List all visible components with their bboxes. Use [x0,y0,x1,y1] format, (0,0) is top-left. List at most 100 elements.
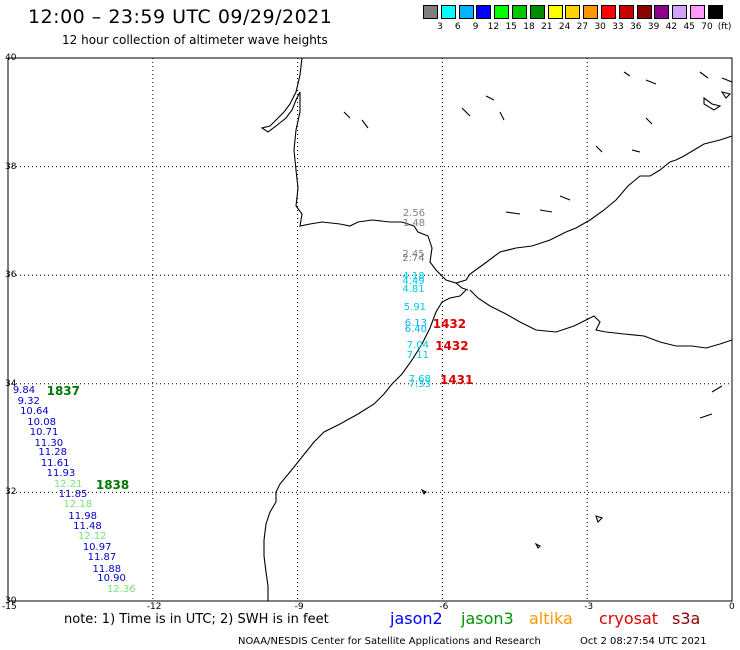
longitude-tick-label: -12 [146,602,162,612]
scale-label: 21 [541,22,553,32]
inland-border-1 [343,71,733,419]
scale-label: 12 [487,22,500,32]
island-small-1 [420,488,427,495]
pass-time-label: 1838 [95,477,130,492]
scale-swatch [636,5,652,19]
lake-small-1 [534,542,541,549]
scale-swatch [529,5,545,19]
scale-swatch [440,5,456,19]
wave-height-value: 11.30 [34,437,64,449]
wave-height-value: 6.13 [404,318,428,330]
scale-label: 33 [612,22,624,32]
wave-height-value: 10.08 [27,416,56,428]
chart-subtitle: 12 hour collection of altimeter wave hei… [62,33,328,47]
scale-swatch [547,5,563,19]
longitude-tick-label: -6 [439,602,449,612]
wave-height-value: 4.18 [402,271,425,283]
scale-label: 3 [437,22,443,32]
coastline [260,57,733,601]
wave-height-value: 11.98 [68,510,97,522]
wave-height-value: 12.18 [63,499,93,511]
wave-height-value: 9.84 [12,385,36,397]
chart-title: 12:00 – 23:59 UTC 09/29/2021 [28,6,333,28]
scale-swatch [690,5,705,19]
scale-label: 70 [701,22,713,32]
wave-height-value: 10.97 [82,541,112,553]
scale-label: 30 [594,22,606,32]
wave-height-value: 11.48 [73,520,102,532]
wave-height-value: 11.61 [40,457,70,469]
scale-swatch [654,5,670,19]
wave-height-value: 10.64 [20,406,49,418]
scale-label: 45 [683,22,695,32]
satellite-legend-jason3: jason3 [461,609,514,628]
scale-label: 18 [523,22,535,32]
strait-coast [455,282,469,291]
scale-swatch [707,5,723,19]
scale-label: 27 [576,22,589,32]
generation-timestamp: Oct 2 08:27:54 UTC 2021 [580,636,707,647]
credit-text: NOAA/NESDIS Center for Satellite Applica… [238,636,541,647]
latitude-tick-label: 34 [5,378,17,389]
wave-height-value: 2.56 [402,208,426,220]
lat-lon-gridlines [7,57,733,602]
satellite-legend-s3a: s3a [672,609,701,628]
wave-height-value: 12.36 [106,584,136,596]
scale-swatch [583,5,599,19]
scale-swatch [512,5,527,19]
satellite-legend-altika: altika [529,609,573,628]
longitude-tick-label: -3 [584,602,594,612]
latitude-tick-label: 30 [5,596,17,606]
wave-height-value: 11.93 [46,468,76,480]
wave-height-value: 9.32 [17,396,40,408]
wave-height-value: 10.71 [29,426,59,438]
footnote: note: 1) Time is in UTC; 2) SWH is in fe… [64,612,329,627]
satellite-legend-cryosat: cryosat [599,609,659,628]
wave-height-value: 1.48 [402,218,426,230]
wave-height-value: 11.88 [92,563,122,575]
scale-swatch [672,5,688,19]
wave-height-value: 11.28 [38,447,68,459]
africa-mediterranean-coast [469,289,733,349]
pass-time-label: 1837 [46,384,81,399]
longitude-tick-label: -9 [294,602,304,612]
scale-label: 36 [630,22,642,32]
wave-height-value: 7.33 [408,378,431,390]
latitude-tick-label: 40 [5,53,17,63]
wave-height-value: 11.85 [58,489,88,501]
wave-height-value: 11.87 [87,552,117,564]
scale-swatch [565,5,581,19]
alboran-island [595,515,604,524]
scale-swatch [423,5,438,19]
wave-height-value: 10.90 [97,573,126,585]
scale-label: 42 [665,22,678,32]
wave-height-value: 6.40 [404,323,428,335]
wave-height-value: 7.11 [406,350,429,362]
satellite-legend-jason2: jason2 [390,609,443,628]
latitude-tick-label: 38 [5,161,17,172]
scale-label: 9 [472,22,479,32]
africa-atlantic-coast [263,289,467,601]
scale-swatch [494,5,510,19]
wave-height-value: 12.12 [77,531,107,543]
map-frame [7,57,733,602]
latitude-tick-label: 32 [5,487,17,498]
wave-height-value: 5.91 [403,301,427,313]
wave-height-value: 2.74 [402,252,425,264]
wave-height-value: 4.49 [402,276,425,288]
scale-swatch [476,5,492,19]
pass-time-label: 1432 [435,339,469,354]
scale-label: 15 [505,22,517,32]
scale-label: 39 [647,22,660,32]
latitude-tick-label: 36 [5,270,17,281]
scale-unit: (ft) [717,22,732,32]
wave-height-value: 2.45 [402,249,425,261]
pass-time-label: 1432 [432,317,467,332]
longitude-tick-label: 0 [729,602,735,612]
scale-label: 24 [558,22,571,32]
balearic-islands [703,91,732,111]
scale-label: 6 [454,22,461,32]
wave-height-value: 7.04 [406,340,429,352]
pass-time-label: 1431 [439,372,474,387]
